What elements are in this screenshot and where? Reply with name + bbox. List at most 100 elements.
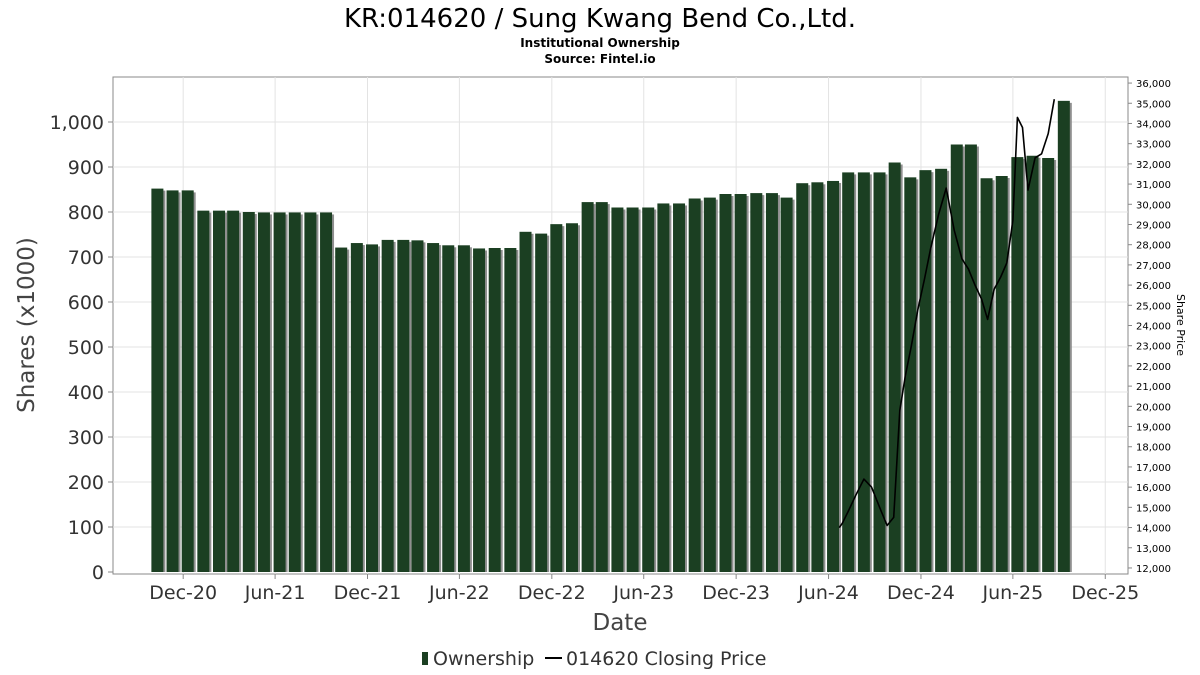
ownership-bar <box>381 239 394 572</box>
chart-source: Source: Fintel.io <box>544 52 655 66</box>
ownership-bar <box>320 212 333 572</box>
ownership-bar <box>550 224 563 572</box>
y-right-tick-label: 35,000 <box>1136 99 1171 110</box>
ownership-bar <box>397 239 410 572</box>
ownership-bar <box>457 245 470 573</box>
ownership-bar <box>995 176 1008 572</box>
x-tick-label: Dec-20 <box>149 582 217 604</box>
y-right-tick-label: 25,000 <box>1136 301 1171 312</box>
y-right-tick-label: 18,000 <box>1136 443 1171 454</box>
left-y-axis-ticks: 0 100 200 300 400 500 600 700 800 900 1,000 <box>50 112 113 584</box>
ownership-bar <box>1042 158 1055 572</box>
ownership-bar <box>227 210 240 572</box>
x-tick-label: Dec-25 <box>1071 582 1139 604</box>
ownership-bar <box>719 194 732 572</box>
ownership-bar <box>427 243 440 573</box>
y-right-tick-label: 30,000 <box>1136 200 1171 211</box>
ownership-bar <box>642 207 655 572</box>
ownership-bar <box>1026 155 1039 572</box>
y-tick-label: 400 <box>68 382 104 404</box>
ownership-bar <box>565 223 578 572</box>
y-right-tick-label: 16,000 <box>1136 483 1171 494</box>
x-axis-ticks: Dec-20 Jun-21 Dec-21 Jun-22 Dec-22 Jun-23 Dec-… <box>149 574 1139 604</box>
ownership-bar <box>411 240 424 572</box>
y-tick-label: 0 <box>92 562 104 584</box>
ownership-bar <box>611 207 624 572</box>
ownership-bar <box>288 212 301 572</box>
y-tick-label: 500 <box>68 337 104 359</box>
x-tick-label: Jun-25 <box>981 582 1043 604</box>
y-tick-label: 800 <box>68 202 104 224</box>
ownership-bar <box>257 212 270 572</box>
y-right-tick-label: 36,000 <box>1136 79 1171 90</box>
x-tick-label: Jun-21 <box>244 582 306 604</box>
y-tick-label: 900 <box>68 157 104 179</box>
ownership-bars <box>151 100 1072 573</box>
y-axis-label: Shares (x1000) <box>14 237 40 413</box>
ownership-bar <box>212 210 225 572</box>
y-tick-label: 200 <box>68 472 104 494</box>
y-tick-label: 300 <box>68 427 104 449</box>
y-right-tick-label: 17,000 <box>1136 463 1171 474</box>
ownership-bar <box>181 190 194 572</box>
y-right-tick-label: 33,000 <box>1136 140 1171 151</box>
ownership-bar <box>1011 157 1024 572</box>
y-right-tick-label: 31,000 <box>1136 180 1171 191</box>
legend: Ownership 014620 Closing Price <box>422 648 766 670</box>
y-right-tick-label: 23,000 <box>1136 342 1171 353</box>
y-right-tick-label: 19,000 <box>1136 423 1171 434</box>
ownership-bar <box>935 168 948 573</box>
ownership-bar <box>842 172 855 572</box>
ownership-bar <box>1057 100 1070 572</box>
ownership-bar <box>673 203 686 572</box>
ownership-bar <box>519 231 532 573</box>
y-right-tick-label: 13,000 <box>1136 544 1171 555</box>
ownership-bar <box>595 202 608 572</box>
y-right-tick-label: 20,000 <box>1136 402 1171 413</box>
y-tick-label: 1,000 <box>50 112 104 134</box>
y-right-tick-label: 32,000 <box>1136 160 1171 171</box>
y-right-tick-label: 29,000 <box>1136 220 1171 231</box>
y-right-tick-label: 15,000 <box>1136 503 1171 514</box>
chart-title: KR:014620 / Sung Kwang Bend Co.,Ltd. <box>344 4 856 34</box>
ownership-bar <box>827 180 840 572</box>
ownership-bar <box>335 247 348 573</box>
ownership-bar <box>780 197 793 572</box>
ownership-bar <box>166 190 179 572</box>
ownership-bar <box>950 144 963 572</box>
ownership-bar <box>857 172 870 572</box>
y-right-tick-label: 12,000 <box>1136 564 1171 575</box>
ownership-bar <box>488 248 501 572</box>
price-line <box>838 99 1056 529</box>
ownership-bar <box>873 172 886 572</box>
ownership-bar <box>688 198 701 572</box>
legend-ownership-swatch <box>422 652 428 665</box>
y-right-tick-label: 24,000 <box>1136 322 1171 333</box>
x-tick-label: Jun-24 <box>797 582 859 604</box>
ownership-bar <box>964 144 977 572</box>
y-right-tick-label: 27,000 <box>1136 261 1171 272</box>
ownership-bar <box>535 233 548 572</box>
x-tick-label: Jun-22 <box>428 582 490 604</box>
ownership-bar <box>811 182 824 573</box>
chart-subtitle: Institutional Ownership <box>520 36 680 50</box>
ownership-bar <box>366 244 379 572</box>
ownership-bar <box>657 203 670 572</box>
y-right-tick-label: 28,000 <box>1136 241 1171 252</box>
ownership-bar <box>980 178 993 572</box>
ownership-bar <box>765 193 778 572</box>
ownership-bar <box>581 202 594 572</box>
y-axis-label-right: Share Price <box>1174 294 1187 356</box>
y-right-tick-label: 22,000 <box>1136 362 1171 373</box>
ownership-bar <box>304 212 317 572</box>
ownership-bar <box>919 170 932 572</box>
x-axis-label: Date <box>593 610 648 636</box>
y-right-tick-label: 26,000 <box>1136 281 1171 292</box>
y-tick-label: 600 <box>68 292 104 314</box>
y-tick-label: 100 <box>68 517 104 539</box>
ownership-bar <box>504 248 517 572</box>
ownership-bar <box>904 177 917 572</box>
y-right-tick-label: 21,000 <box>1136 382 1171 393</box>
ownership-bar <box>442 245 455 573</box>
